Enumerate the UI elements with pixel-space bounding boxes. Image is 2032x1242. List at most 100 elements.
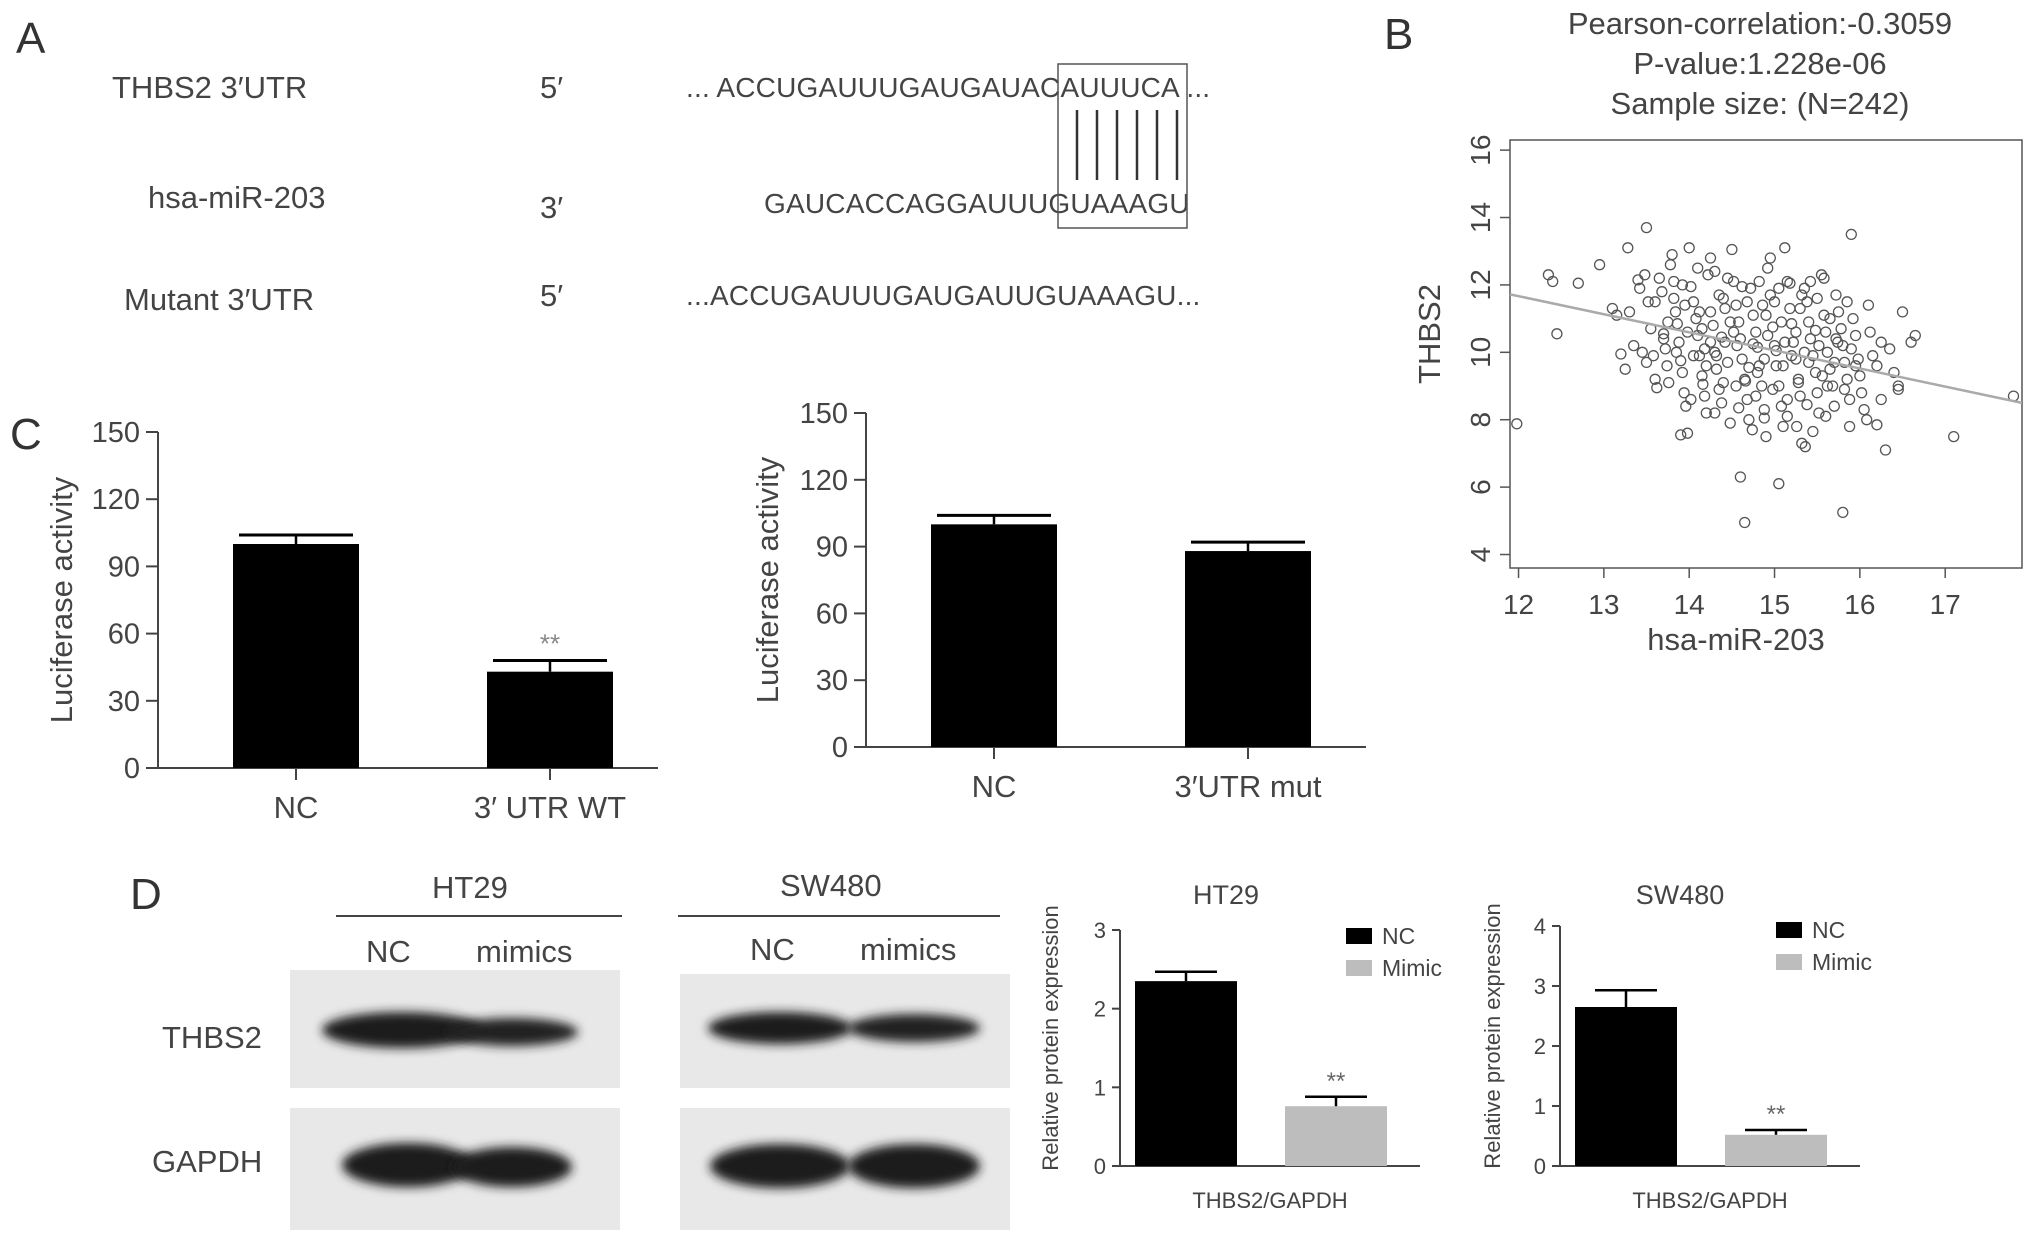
scatter-point bbox=[1758, 403, 1770, 416]
scatter-point bbox=[1704, 252, 1717, 264]
scatter-point bbox=[1721, 272, 1734, 284]
scatter-point bbox=[1719, 302, 1731, 315]
mutant-utr-label: Mutant 3′UTR bbox=[124, 282, 315, 317]
y-tick-label: 60 bbox=[108, 619, 140, 651]
scatter-point bbox=[1799, 441, 1811, 453]
scatter-point bbox=[1861, 414, 1873, 426]
scatter-point bbox=[1751, 366, 1764, 379]
mutant-utr-sequence: ...ACCUGAUUUGAUGAUUGUAAAGU... bbox=[686, 280, 1201, 311]
scatter-point bbox=[1676, 366, 1689, 379]
scatter-point bbox=[1750, 326, 1762, 338]
scatter-point bbox=[1696, 323, 1708, 335]
scatter-point bbox=[1830, 289, 1842, 301]
scatter-point bbox=[1813, 339, 1825, 352]
blot-ht29-title: HT29 bbox=[432, 870, 508, 905]
scatter-point bbox=[1781, 275, 1793, 288]
scatter-point bbox=[1511, 418, 1523, 430]
y-tick-label: 2 bbox=[1534, 1034, 1546, 1059]
scatter-point bbox=[1726, 243, 1738, 256]
scatter-point bbox=[1710, 350, 1723, 362]
scatter-point bbox=[1756, 380, 1768, 392]
y-tick-label: 0 bbox=[832, 732, 848, 764]
scatter-point bbox=[1709, 265, 1721, 278]
scatter-point bbox=[1724, 316, 1736, 328]
scatter-point bbox=[1820, 410, 1832, 422]
scatter-point bbox=[1758, 412, 1770, 424]
scatter-point bbox=[1845, 228, 1857, 241]
scatter-point bbox=[1864, 326, 1876, 338]
scatter-point bbox=[1730, 299, 1742, 311]
bar bbox=[1185, 551, 1311, 747]
scatter-point bbox=[1661, 360, 1673, 372]
scatter-point bbox=[1760, 309, 1772, 321]
scatter-point bbox=[1867, 350, 1879, 362]
y-tick-label: 4 bbox=[1465, 547, 1496, 563]
scatter-point bbox=[1821, 346, 1834, 358]
x-tick-label: 15 bbox=[1759, 589, 1790, 620]
scatter-point bbox=[1634, 282, 1646, 294]
scatter-point bbox=[1736, 353, 1748, 365]
correlation-scatter-chart: Pearson-correlation:-0.3059 P-value:1.228… bbox=[1412, 6, 2023, 657]
scatter-point bbox=[1794, 390, 1806, 402]
scatter-point bbox=[1892, 383, 1904, 396]
x-tick-label: NC bbox=[274, 790, 319, 825]
bar bbox=[233, 544, 359, 768]
scatter-point bbox=[1710, 363, 1723, 375]
x-tick-label: 14 bbox=[1674, 589, 1705, 620]
scatter-point bbox=[1847, 312, 1859, 325]
y-axis-label: Relative protein expression bbox=[1038, 905, 1063, 1170]
scatter-point bbox=[1690, 312, 1702, 325]
scatter-point bbox=[1764, 252, 1776, 264]
scatter-point bbox=[1717, 376, 1729, 389]
scatter-point bbox=[1775, 400, 1788, 412]
scatter-point bbox=[1879, 444, 1892, 456]
scatter-point bbox=[1698, 343, 1711, 355]
blot-row-gapdh-label: GAPDH bbox=[152, 1144, 263, 1179]
scatter-point bbox=[1849, 329, 1862, 342]
scatter-point bbox=[1639, 269, 1651, 281]
scatter-point bbox=[1796, 437, 1808, 449]
scatter-point bbox=[1767, 383, 1779, 396]
scatter-point bbox=[1741, 296, 1753, 308]
band-ht29-gapdh-mimics bbox=[452, 1147, 572, 1187]
scatter-point bbox=[1687, 350, 1700, 362]
significance-marker: ** bbox=[1327, 1068, 1346, 1095]
scatter-point bbox=[1659, 343, 1671, 355]
scatter-point bbox=[1837, 506, 1849, 519]
scatter-point bbox=[1871, 360, 1883, 372]
scatter-point bbox=[1852, 353, 1864, 365]
scatter-point bbox=[1727, 326, 1740, 338]
y-tick-label: 90 bbox=[816, 532, 848, 564]
scatter-point bbox=[1871, 419, 1883, 431]
blot-sw480-lane-nc: NC bbox=[750, 932, 795, 967]
scatter-point bbox=[1753, 360, 1765, 372]
x-tick-label: 3′ UTR WT bbox=[474, 790, 626, 825]
scatter-point bbox=[1801, 398, 1813, 411]
seed-box bbox=[1057, 63, 1188, 229]
scatter-point bbox=[1888, 366, 1900, 379]
scatter-point bbox=[1551, 328, 1563, 340]
scatter-point bbox=[1730, 380, 1742, 392]
scatter-point bbox=[1678, 387, 1690, 399]
y-tick-label: 120 bbox=[92, 484, 140, 516]
scatter-point bbox=[1809, 324, 1822, 337]
scatter-pvalue: P-value:1.228e-06 bbox=[1633, 46, 1886, 81]
scatter-point bbox=[1809, 366, 1822, 379]
legend-swatch bbox=[1346, 960, 1372, 976]
legend-swatch bbox=[1346, 928, 1372, 944]
scatter-point bbox=[1841, 373, 1853, 385]
scatter-point bbox=[1832, 306, 1845, 318]
scatter-point bbox=[1698, 390, 1711, 402]
significance-marker: ** bbox=[540, 628, 560, 658]
scatter-point bbox=[1767, 321, 1779, 333]
scatter-point bbox=[1693, 350, 1706, 362]
scatter-point bbox=[1707, 319, 1719, 332]
scatter-point bbox=[1813, 407, 1825, 419]
bar bbox=[931, 524, 1057, 747]
x-tick-label: 16 bbox=[1844, 589, 1875, 620]
y-tick-label: 1 bbox=[1534, 1094, 1546, 1119]
x-category-label: THBS2/GAPDH bbox=[1192, 1188, 1347, 1213]
mir203-label: hsa-miR-203 bbox=[148, 180, 326, 215]
mir203-sequence: GAUCACCAGGAUUUGUAAAGU bbox=[764, 188, 1190, 219]
scatter-point bbox=[1715, 397, 1728, 409]
